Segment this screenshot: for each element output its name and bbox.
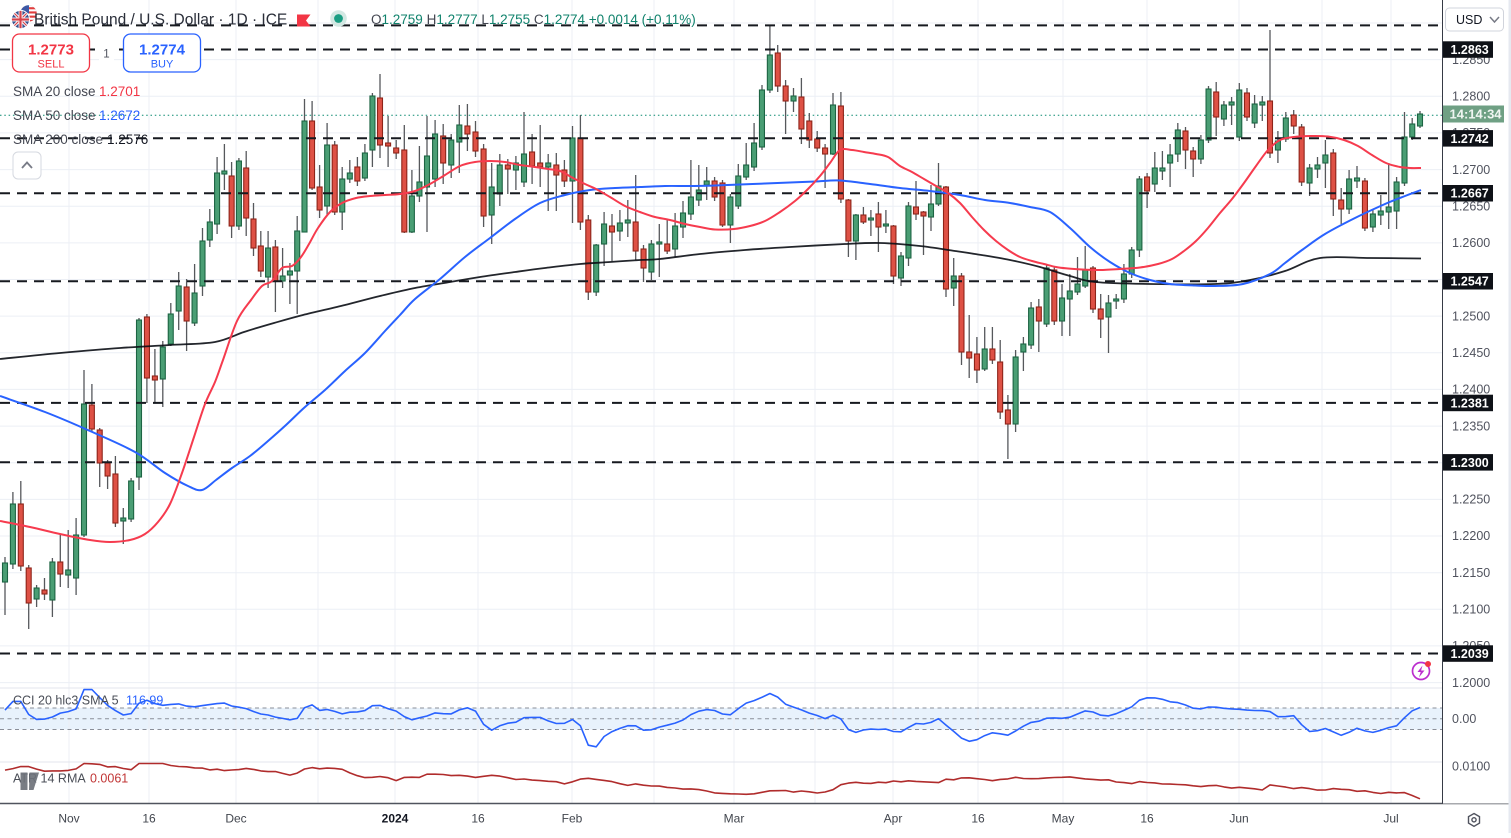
svg-text:14:14:34: 14:14:34 xyxy=(1450,107,1503,122)
svg-text:1.2742: 1.2742 xyxy=(1451,132,1489,146)
svg-text:1.2350: 1.2350 xyxy=(1452,419,1490,433)
svg-text:SELL: SELL xyxy=(38,59,65,71)
svg-text:16: 16 xyxy=(971,812,985,826)
svg-text:USD: USD xyxy=(1456,13,1482,27)
svg-text:1.2200: 1.2200 xyxy=(1452,529,1490,543)
svg-text:16: 16 xyxy=(142,812,156,826)
svg-text:SMA 50 close: SMA 50 close xyxy=(13,108,96,123)
svg-text:16: 16 xyxy=(471,812,485,826)
svg-text:British Pound / U.S. Dollar ·: British Pound / U.S. Dollar · 1D · ICE xyxy=(34,12,287,29)
svg-text:1: 1 xyxy=(103,49,109,61)
svg-text:16: 16 xyxy=(1140,812,1154,826)
svg-text:1.2300: 1.2300 xyxy=(1451,456,1489,470)
svg-text:1.2039: 1.2039 xyxy=(1451,647,1489,661)
svg-text:1.2150: 1.2150 xyxy=(1452,566,1490,580)
svg-text:0.0100: 0.0100 xyxy=(1452,760,1490,774)
svg-text:2024: 2024 xyxy=(382,812,409,826)
svg-text:1.2863: 1.2863 xyxy=(1451,43,1489,57)
svg-text:BUY: BUY xyxy=(151,59,174,71)
svg-text:1.2381: 1.2381 xyxy=(1451,396,1489,410)
svg-text:1.2667: 1.2667 xyxy=(1451,187,1489,201)
svg-text:Jun: Jun xyxy=(1229,812,1248,826)
svg-text:Jul: Jul xyxy=(1383,812,1398,826)
svg-text:1.2800: 1.2800 xyxy=(1452,90,1490,104)
svg-text:Apr: Apr xyxy=(884,812,903,826)
svg-text:Mar: Mar xyxy=(724,812,745,826)
svg-text:1.2100: 1.2100 xyxy=(1452,603,1490,617)
svg-text:1.2773: 1.2773 xyxy=(28,42,74,59)
svg-text:1.2701: 1.2701 xyxy=(99,84,140,99)
svg-text:1.2400: 1.2400 xyxy=(1452,383,1490,397)
svg-text:Dec: Dec xyxy=(225,812,246,826)
svg-text:O1.2759 H1.2777 L1.2755 C1.277: O1.2759 H1.2777 L1.2755 C1.2774 +0.0014 … xyxy=(371,12,696,27)
svg-text:1.2672: 1.2672 xyxy=(99,108,140,123)
svg-text:0.0061: 0.0061 xyxy=(90,772,128,786)
svg-text:SMA 20 close: SMA 20 close xyxy=(13,84,96,99)
svg-text:116.99: 116.99 xyxy=(126,694,163,708)
svg-text:CCI 20 hlc3 SMA 5: CCI 20 hlc3 SMA 5 xyxy=(13,694,119,708)
svg-text:1.2600: 1.2600 xyxy=(1452,236,1490,250)
svg-text:0.00: 0.00 xyxy=(1452,712,1476,726)
svg-text:1.2576: 1.2576 xyxy=(107,132,148,147)
svg-text:SMA 200 close: SMA 200 close xyxy=(13,132,103,147)
svg-text:1.2000: 1.2000 xyxy=(1452,676,1490,690)
svg-text:1.2700: 1.2700 xyxy=(1452,163,1490,177)
svg-text:Feb: Feb xyxy=(562,812,583,826)
svg-text:1.2774: 1.2774 xyxy=(139,42,186,59)
svg-text:May: May xyxy=(1052,812,1075,826)
svg-text:1.2450: 1.2450 xyxy=(1452,346,1490,360)
svg-text:Nov: Nov xyxy=(58,812,79,826)
svg-text:1.2250: 1.2250 xyxy=(1452,493,1490,507)
svg-text:1.2547: 1.2547 xyxy=(1451,275,1489,289)
svg-text:1.2500: 1.2500 xyxy=(1452,309,1490,323)
